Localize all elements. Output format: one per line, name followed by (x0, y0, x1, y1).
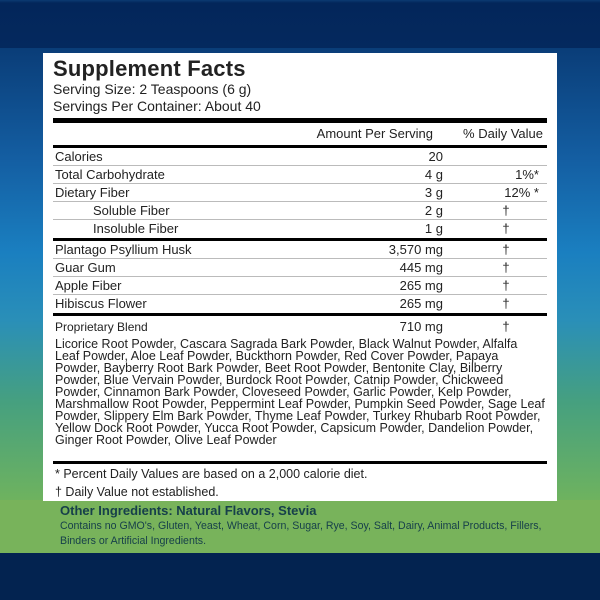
divider (53, 313, 547, 316)
divider (53, 118, 547, 123)
nutrient-row: Soluble Fiber 2 g † (53, 202, 547, 220)
nutrient-row: Proprietary Blend 710 mg † (53, 318, 547, 336)
nutrient-name: Insoluble Fiber (93, 221, 179, 236)
column-header: Amount Per Serving % Daily Value (53, 123, 547, 145)
nutrient-amount: 1 g (424, 221, 443, 236)
nutrient-row: Guar Gum 445 mg † (53, 259, 547, 277)
green-band (0, 500, 600, 553)
nutrient-amount: 20 (428, 149, 443, 164)
nutrient-amount: 265 mg (399, 296, 443, 311)
nutrient-amount: 3 g (424, 185, 443, 200)
other-ingredients: Other Ingredients: Natural Flavors, Stev… (60, 503, 317, 518)
servings-per-container: Servings Per Container: About 40 (53, 98, 261, 114)
nutrient-name: Total Carbohydrate (55, 167, 165, 182)
nutrient-row: Hibiscus Flower 265 mg † (53, 295, 547, 313)
nutrient-name: Calories (55, 149, 103, 164)
panel-title: Supplement Facts (53, 56, 246, 81)
amount-header: Amount Per Serving (316, 126, 433, 141)
nutrient-amount: 2 g (424, 203, 443, 218)
divider (53, 145, 547, 148)
nutrient-name: Dietary Fiber (55, 185, 130, 200)
nutrient-row: Total Carbohydrate 4 g 1%* (53, 166, 547, 184)
serving-size: Serving Size: 2 Teaspoons (6 g) (53, 81, 252, 97)
nutrient-dv: 1%* (515, 167, 539, 182)
nutrient-dv: † (502, 296, 510, 311)
nutrient-amount: 4 g (424, 167, 443, 182)
divider (53, 238, 547, 241)
nutrient-name: Plantago Psyllium Husk (55, 242, 192, 257)
nutrient-row: Apple Fiber 265 mg † (53, 277, 547, 295)
nutrient-row: Insoluble Fiber 1 g † (53, 220, 547, 238)
divider (53, 461, 547, 464)
nutrient-amount: 445 mg (399, 260, 443, 275)
bottom-band (0, 553, 600, 600)
footnote: † Daily Value not established. (55, 485, 219, 499)
nutrient-amount: 3,570 mg (388, 242, 443, 257)
nutrient-dv: † (502, 260, 510, 275)
nutrient-row: Calories 20 (53, 148, 547, 166)
nutrient-dv: † (502, 278, 510, 293)
nutrient-name: Proprietary Blend (55, 320, 148, 334)
nutrient-dv: † (502, 221, 510, 236)
nutrient-name: Hibiscus Flower (55, 296, 147, 311)
dv-header: % Daily Value (463, 126, 543, 141)
nutrient-row: Dietary Fiber 3 g 12% * (53, 184, 547, 202)
other-ingredients-section: Other Ingredients: Natural Flavors, Stev… (60, 502, 560, 549)
top-band (0, 0, 600, 48)
nutrient-dv: 12% * (504, 185, 539, 200)
supplement-facts-panel: Supplement Facts Serving Size: 2 Teaspoo… (43, 53, 557, 501)
contains-no: Contains no GMO's, Gluten, Yeast, Wheat,… (60, 520, 542, 547)
nutrient-dv: † (502, 203, 510, 218)
nutrient-dv: † (502, 319, 510, 334)
footnote: * Percent Daily Values are based on a 2,… (55, 467, 368, 481)
nutrient-name: Apple Fiber (55, 278, 122, 293)
nutrient-name: Guar Gum (55, 260, 116, 275)
nutrient-amount: 710 mg (399, 319, 443, 334)
blend-ingredients: Licorice Root Powder, Cascara Sagrada Ba… (55, 337, 545, 447)
nutrient-row: Plantago Psyllium Husk 3,570 mg † (53, 241, 547, 259)
nutrient-dv: † (502, 242, 510, 257)
nutrient-name: Soluble Fiber (93, 203, 170, 218)
nutrient-amount: 265 mg (399, 278, 443, 293)
